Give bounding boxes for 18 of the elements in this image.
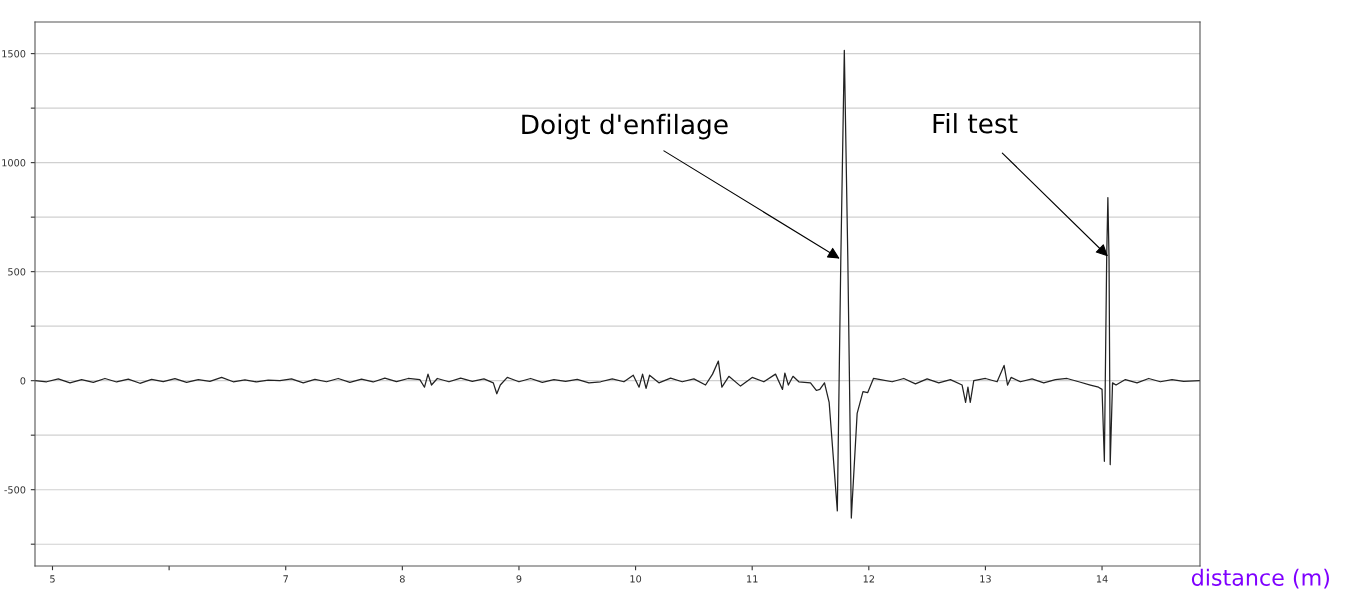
annotation: Fil test <box>933 113 1018 134</box>
x-tick-label: 8 <box>399 575 405 583</box>
annotation: Doigt d'enfilage <box>522 113 728 140</box>
y-tick-label: 1500 <box>2 50 26 58</box>
x-tick-label: 9 <box>516 575 522 583</box>
x-tick-label: 10 <box>630 575 642 583</box>
y-tick-label: -500 <box>4 486 26 494</box>
y-tick-label: 0 <box>20 377 26 385</box>
x-tick-label: 14 <box>1096 575 1108 583</box>
x-tick-label: 5 <box>50 575 55 583</box>
x-axis-title: distance (m) <box>1191 568 1329 589</box>
x-tick-label: 11 <box>747 575 758 583</box>
y-tick-label: 500 <box>8 268 26 276</box>
y-tick-label: 1000 <box>2 159 26 167</box>
x-tick-label: 7 <box>283 575 288 583</box>
line-series <box>35 49 1200 519</box>
x-tick-label: 13 <box>980 575 991 583</box>
x-tick-label: 12 <box>863 575 875 583</box>
